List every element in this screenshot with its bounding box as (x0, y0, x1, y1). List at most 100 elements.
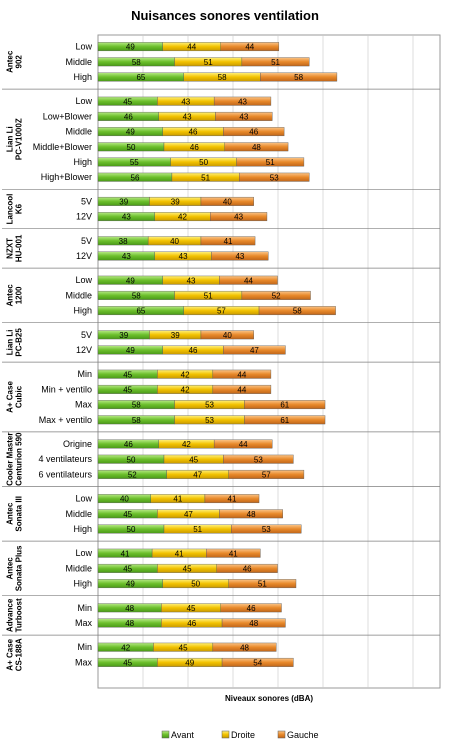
group-label-line: Lancool (6, 194, 15, 225)
category-label: 4 ventilateurs (38, 454, 92, 464)
data-label: 40 (170, 237, 179, 246)
data-label: 51 (266, 158, 275, 167)
category-label: Max + ventilo (39, 415, 92, 425)
data-label: 39 (119, 331, 128, 340)
chart-title: Nuisances sonores ventilation (131, 8, 319, 23)
category-label: 12V (76, 212, 92, 222)
bar-gauche (236, 157, 305, 167)
data-label: 57 (217, 307, 226, 316)
data-label: 45 (123, 370, 132, 379)
group-label-line: Antec (6, 284, 15, 307)
group-label-line: 1200 (15, 286, 24, 304)
category-label: Min + ventilo (41, 384, 92, 394)
group-label-line: Antec (6, 502, 15, 525)
group-label-line: Cubic (15, 385, 24, 408)
data-label: 58 (132, 416, 141, 425)
data-label: 48 (252, 143, 261, 152)
data-label: 53 (254, 455, 263, 464)
category-label: Min (77, 642, 92, 652)
data-label: 41 (228, 495, 237, 504)
group-label-line: Cooler Master (6, 433, 15, 486)
bar-gauche (223, 345, 286, 355)
data-label: 43 (239, 112, 248, 121)
data-label: 45 (123, 658, 132, 667)
bar-gauche (241, 57, 310, 67)
data-label: 61 (280, 416, 289, 425)
data-label: 45 (123, 510, 132, 519)
bar-gauche (216, 563, 278, 573)
group-label-line: 902 (15, 55, 24, 69)
group-label-line: Turboost (15, 598, 24, 632)
legend-label-gauche: Gauche (287, 730, 319, 740)
category-label: Low (75, 494, 92, 504)
bar-gauche (200, 236, 256, 246)
category-label: High (73, 157, 92, 167)
legend: Avant Droite Gauche (161, 730, 319, 740)
legend-swatch-droite (221, 730, 230, 739)
x-axis-label: Niveaux sonores (dBA) (225, 694, 313, 703)
group-label-line: Lian Li (6, 126, 15, 152)
category-label: Middle (65, 563, 92, 573)
data-label: 43 (187, 276, 196, 285)
data-label: 41 (173, 495, 182, 504)
data-label: 48 (249, 619, 258, 628)
category-label: 12V (76, 345, 92, 355)
group-label-line: HU-001 (15, 234, 24, 262)
data-label: 49 (126, 276, 135, 285)
data-label: 53 (262, 525, 271, 534)
data-label: 42 (178, 213, 187, 222)
data-label: 39 (171, 197, 180, 206)
category-label: Low (75, 275, 92, 285)
bar-gauche (219, 509, 284, 519)
data-label: 65 (136, 73, 145, 82)
group-label-line: Sonata Plus (15, 545, 24, 591)
data-label: 39 (171, 331, 180, 340)
bar-gauche (258, 306, 336, 316)
group-label: Antec 902 (6, 50, 24, 73)
bar-gauche (244, 400, 326, 410)
data-label: 53 (205, 401, 214, 410)
data-label: 44 (239, 440, 248, 449)
category-label: Max (75, 657, 93, 667)
data-label: 41 (121, 549, 130, 558)
data-label: 57 (262, 470, 271, 479)
bar-gauche (239, 172, 310, 182)
data-label: 43 (122, 213, 131, 222)
data-label: 45 (123, 97, 132, 106)
bar-gauche (231, 524, 302, 534)
category-label: High+Blower (41, 172, 92, 182)
data-label: 58 (132, 401, 141, 410)
data-label: 44 (244, 276, 253, 285)
data-label: 51 (204, 58, 213, 67)
group-label-line: A+ Case (6, 381, 15, 413)
data-label: 48 (125, 619, 134, 628)
group-label-line: CS-188A (15, 638, 24, 671)
data-label: 46 (247, 604, 256, 613)
data-label: 43 (183, 112, 192, 121)
category-label: Origine (63, 439, 92, 449)
category-label: 5V (81, 330, 92, 340)
category-label: Middle (65, 57, 92, 67)
category-label: High (73, 579, 92, 589)
data-label: 51 (201, 173, 210, 182)
data-label: 46 (124, 112, 133, 121)
category-label: Low (75, 548, 92, 558)
group-label: A+ Case CS-188A (6, 638, 24, 671)
data-label: 39 (119, 197, 128, 206)
bar-gauche (200, 330, 254, 340)
data-label: 45 (123, 385, 132, 394)
bar-gauche (220, 42, 280, 52)
group-label-line: Lian Li (6, 330, 15, 356)
data-label: 40 (223, 331, 232, 340)
data-label: 54 (253, 658, 262, 667)
category-labels: Low Middle High Low Low+Blower Middle Middle+B… (33, 42, 93, 668)
bar-gauche (209, 212, 268, 222)
data-label: 49 (126, 128, 135, 137)
data-label: 44 (237, 385, 246, 394)
category-label: Middle (65, 127, 92, 137)
group-label: Lancool K6 (6, 194, 24, 225)
bar-gauche (228, 579, 297, 589)
data-label: 50 (127, 455, 136, 464)
